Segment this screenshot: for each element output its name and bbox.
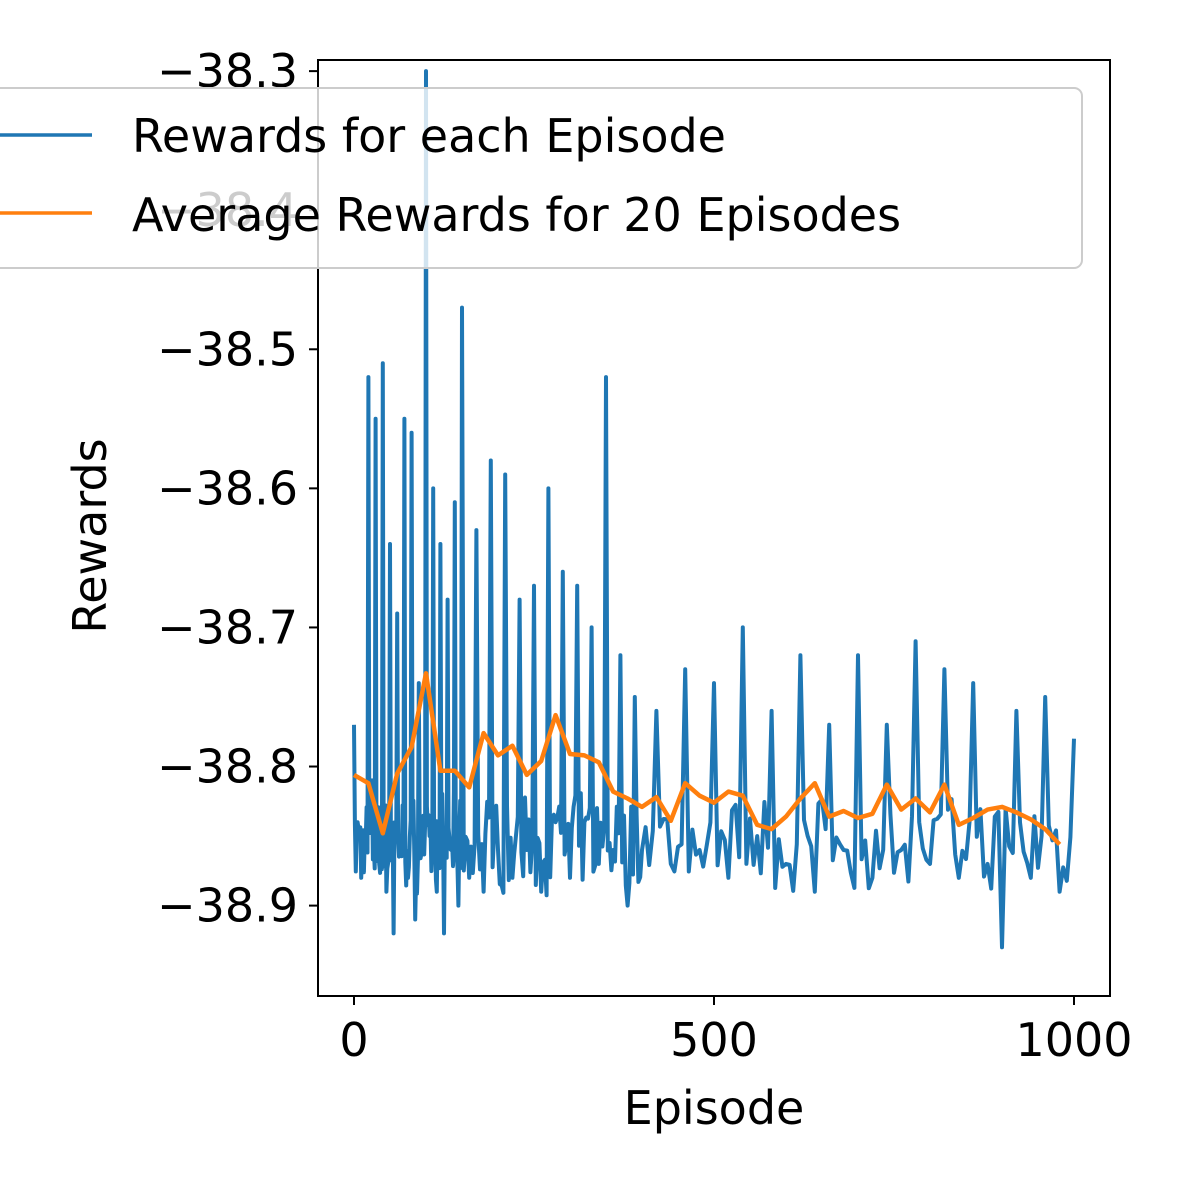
y-tick-label: −38.9 [157,879,298,933]
x-axis: 0 500 1000 [339,996,1133,1067]
x-tick-label: 0 [339,1013,368,1067]
legend-label-rewards: Rewards for each Episode [132,109,726,163]
series-line-rewards [352,69,1076,950]
series-layer [352,69,1076,950]
x-tick-label: 1000 [1015,1013,1132,1067]
legend-box [0,87,1083,269]
legend: Rewards for each Episode Average Rewards… [0,87,1083,269]
y-tick-label: −38.7 [157,600,298,654]
series-line-average [352,671,1062,846]
y-axis-label: Rewards [63,438,117,633]
y-tick-label: −38.8 [157,740,298,794]
y-tick-label: −38.6 [157,461,298,515]
legend-label-average: Average Rewards for 20 Episodes [132,188,901,242]
x-tick-label: 500 [670,1013,758,1067]
y-tick-label: −38.5 [157,322,298,376]
x-axis-label: Episode [624,1081,805,1135]
